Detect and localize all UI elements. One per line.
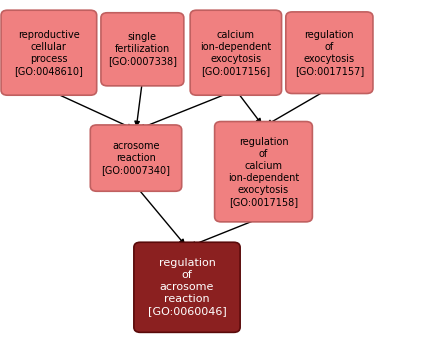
- FancyBboxPatch shape: [134, 242, 240, 333]
- FancyBboxPatch shape: [190, 10, 281, 95]
- Text: regulation
of
exocytosis
[GO:0017157]: regulation of exocytosis [GO:0017157]: [295, 30, 364, 76]
- FancyBboxPatch shape: [286, 12, 373, 94]
- Text: regulation
of
acrosome
reaction
[GO:0060046]: regulation of acrosome reaction [GO:0060…: [147, 258, 227, 316]
- FancyBboxPatch shape: [101, 13, 184, 86]
- FancyBboxPatch shape: [91, 125, 181, 191]
- Text: single
fertilization
[GO:0007338]: single fertilization [GO:0007338]: [108, 32, 177, 66]
- Text: calcium
ion-dependent
exocytosis
[GO:0017156]: calcium ion-dependent exocytosis [GO:001…: [200, 30, 272, 76]
- FancyBboxPatch shape: [215, 121, 312, 222]
- Text: reproductive
cellular
process
[GO:0048610]: reproductive cellular process [GO:004861…: [14, 30, 83, 76]
- FancyBboxPatch shape: [1, 10, 96, 95]
- Text: regulation
of
calcium
ion-dependent
exocytosis
[GO:0017158]: regulation of calcium ion-dependent exoc…: [228, 137, 299, 207]
- Text: acrosome
reaction
[GO:0007340]: acrosome reaction [GO:0007340]: [102, 141, 170, 175]
